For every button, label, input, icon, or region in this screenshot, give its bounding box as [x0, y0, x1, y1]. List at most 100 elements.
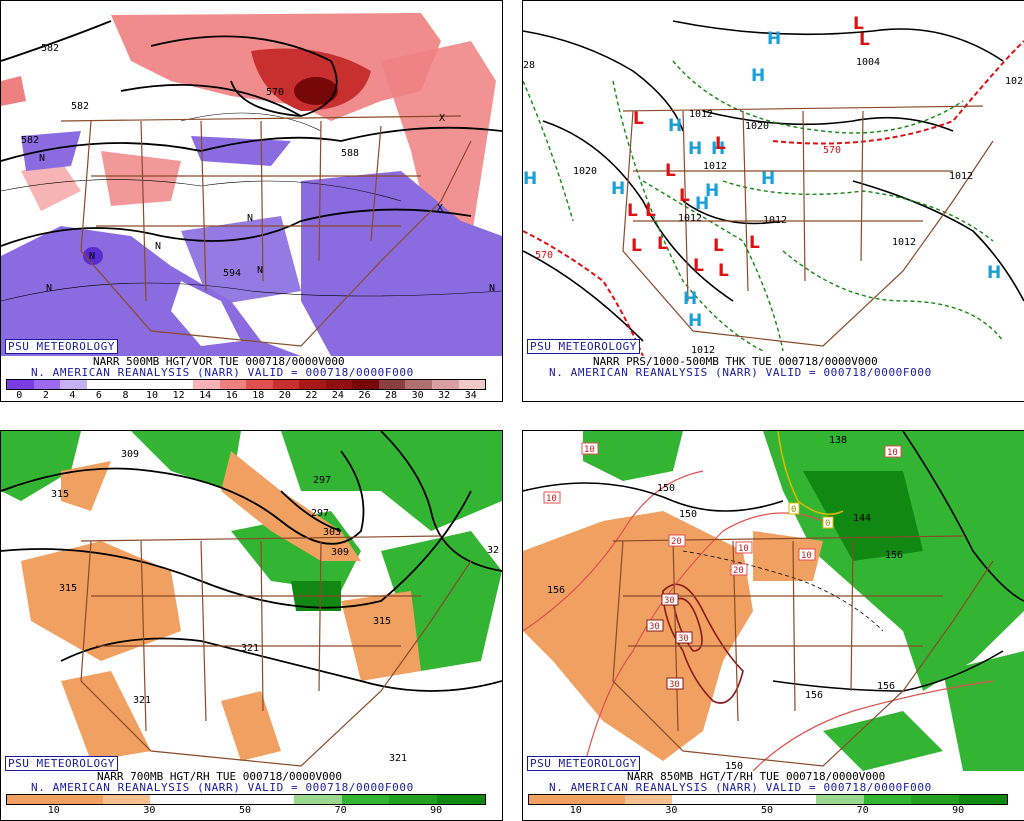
svg-text:20: 20	[733, 566, 744, 576]
svg-text:H: H	[751, 66, 765, 86]
panel-700mb: 309 315 297 297 303 309 315 315 321 321 321 32 P…	[0, 430, 503, 821]
colorbar-tick-label: 10	[569, 805, 582, 816]
svg-text:309: 309	[121, 449, 139, 460]
colorbar	[6, 379, 486, 390]
colorbar-segment	[102, 795, 151, 804]
colorbar-tick-label: 28	[385, 390, 398, 401]
colorbar-segment	[341, 795, 390, 804]
svg-text:L: L	[665, 161, 676, 181]
svg-text:570: 570	[823, 145, 841, 156]
svg-text:L: L	[718, 261, 729, 281]
svg-text:315: 315	[51, 489, 69, 500]
panel-title: NARR 700MB HGT/RH TUE 000718/0000V000	[97, 770, 343, 783]
svg-text:H: H	[695, 194, 709, 214]
svg-text:H: H	[711, 139, 725, 159]
svg-text:0: 0	[791, 505, 796, 515]
thickness-map: 1020 1012 1020 1012 1012 1012 1012 1012 1004 1…	[523, 14, 1024, 356]
colorbar-segment	[299, 380, 326, 389]
svg-text:303: 303	[323, 527, 341, 538]
colorbar-tick-label: 8	[122, 390, 129, 401]
panel-title: NARR 850MB HGT/T/RH TUE 000718/0000V000	[627, 770, 886, 783]
colorbar-segment	[432, 380, 459, 389]
svg-text:L: L	[859, 30, 870, 50]
svg-text:144: 144	[853, 513, 871, 524]
svg-text:L: L	[633, 109, 644, 129]
svg-text:N: N	[247, 213, 253, 224]
svg-text:309: 309	[331, 547, 349, 558]
colorbar-segment	[7, 795, 55, 804]
svg-text:H: H	[987, 263, 1001, 283]
svg-text:1012: 1012	[703, 161, 727, 172]
svg-text:1012: 1012	[689, 109, 713, 120]
colorbar-segment	[33, 380, 61, 389]
svg-text:X: X	[439, 113, 445, 124]
svg-text:N: N	[89, 251, 95, 262]
svg-text:H: H	[767, 29, 781, 49]
svg-text:102: 102	[1005, 76, 1023, 87]
svg-text:N: N	[46, 283, 52, 294]
colorbar-tick-label: 24	[331, 390, 344, 401]
colorbar-segment	[720, 795, 768, 804]
panel-title: NARR 500MB HGT/VOR TUE 000718/0000V000	[93, 355, 345, 368]
colorbar-segment	[86, 380, 114, 389]
svg-text:30: 30	[669, 680, 680, 690]
svg-text:1020: 1020	[573, 166, 597, 177]
colorbar-segment	[198, 795, 246, 804]
svg-text:30: 30	[649, 622, 660, 632]
colorbar-tick-label: 90	[430, 805, 443, 816]
panel-subtitle: N. AMERICAN REANALYSIS (NARR) VALID = 00…	[31, 366, 414, 379]
svg-text:1004: 1004	[856, 57, 880, 68]
colorbar-segment	[576, 795, 625, 804]
panel-thickness: 1020 1012 1020 1012 1012 1012 1012 1012 1004 1…	[522, 0, 1024, 402]
colorbar-segment	[246, 380, 273, 389]
colorbar-segment	[113, 380, 140, 389]
colorbar-segment	[378, 380, 406, 389]
svg-text:30: 30	[678, 634, 689, 644]
colorbar-segment	[458, 380, 486, 389]
colorbar-segment	[767, 795, 816, 804]
svg-text:H: H	[688, 311, 702, 331]
svg-text:1012: 1012	[763, 215, 787, 226]
svg-text:H: H	[683, 289, 697, 309]
svg-text:L: L	[749, 233, 760, 253]
colorbar-segment	[624, 795, 673, 804]
colorbar-segment	[7, 380, 34, 389]
svg-text:321: 321	[241, 643, 259, 654]
colorbar-segment	[325, 380, 353, 389]
svg-text:1012: 1012	[892, 237, 916, 248]
svg-text:10: 10	[584, 445, 595, 455]
colorbar-tick-label: 90	[952, 805, 965, 816]
colorbar-segment	[863, 795, 912, 804]
colorbar-tick-label: 32	[438, 390, 451, 401]
colorbar-segment	[219, 380, 247, 389]
psu-meteorology-label: PSU METEOROLOGY	[5, 756, 118, 771]
svg-text:156: 156	[877, 681, 895, 692]
colorbar-tick-label: 30	[411, 390, 424, 401]
colorbar-segment	[352, 380, 379, 389]
svg-text:L: L	[645, 201, 656, 221]
colorbar-segment	[139, 380, 167, 389]
colorbar-tick-label: 30	[143, 805, 156, 816]
colorbar-tick-label: 6	[95, 390, 102, 401]
svg-text:321: 321	[133, 695, 151, 706]
svg-text:1012: 1012	[678, 213, 702, 224]
colorbar-ticks: 0 2 4 6 8 10 12 14 16 18 20 22 24 26 28 30 32 34	[6, 390, 484, 401]
svg-text:N: N	[257, 265, 263, 276]
svg-text:L: L	[853, 14, 864, 34]
psu-meteorology-label: PSU METEOROLOGY	[5, 339, 118, 354]
svg-text:150: 150	[657, 483, 675, 494]
colorbar-tick-label: 30	[665, 805, 678, 816]
colorbar-segment	[272, 380, 300, 389]
colorbar-tick-label: 50	[238, 805, 252, 816]
panel-title: NARR PRS/1000-500MB THK TUE 000718/0000V…	[593, 355, 878, 368]
colorbar-tick-label: 22	[305, 390, 318, 401]
colorbar-segment	[405, 380, 432, 389]
colorbar-segment	[529, 795, 577, 804]
colorbar-segment	[389, 795, 438, 804]
psu-meteorology-label: PSU METEOROLOGY	[527, 756, 640, 771]
svg-text:L: L	[693, 256, 704, 276]
colorbar-tick-label: 0	[16, 390, 23, 401]
svg-text:156: 156	[805, 690, 823, 701]
svg-text:156: 156	[885, 550, 903, 561]
colorbar-tick-label: 70	[856, 805, 869, 816]
